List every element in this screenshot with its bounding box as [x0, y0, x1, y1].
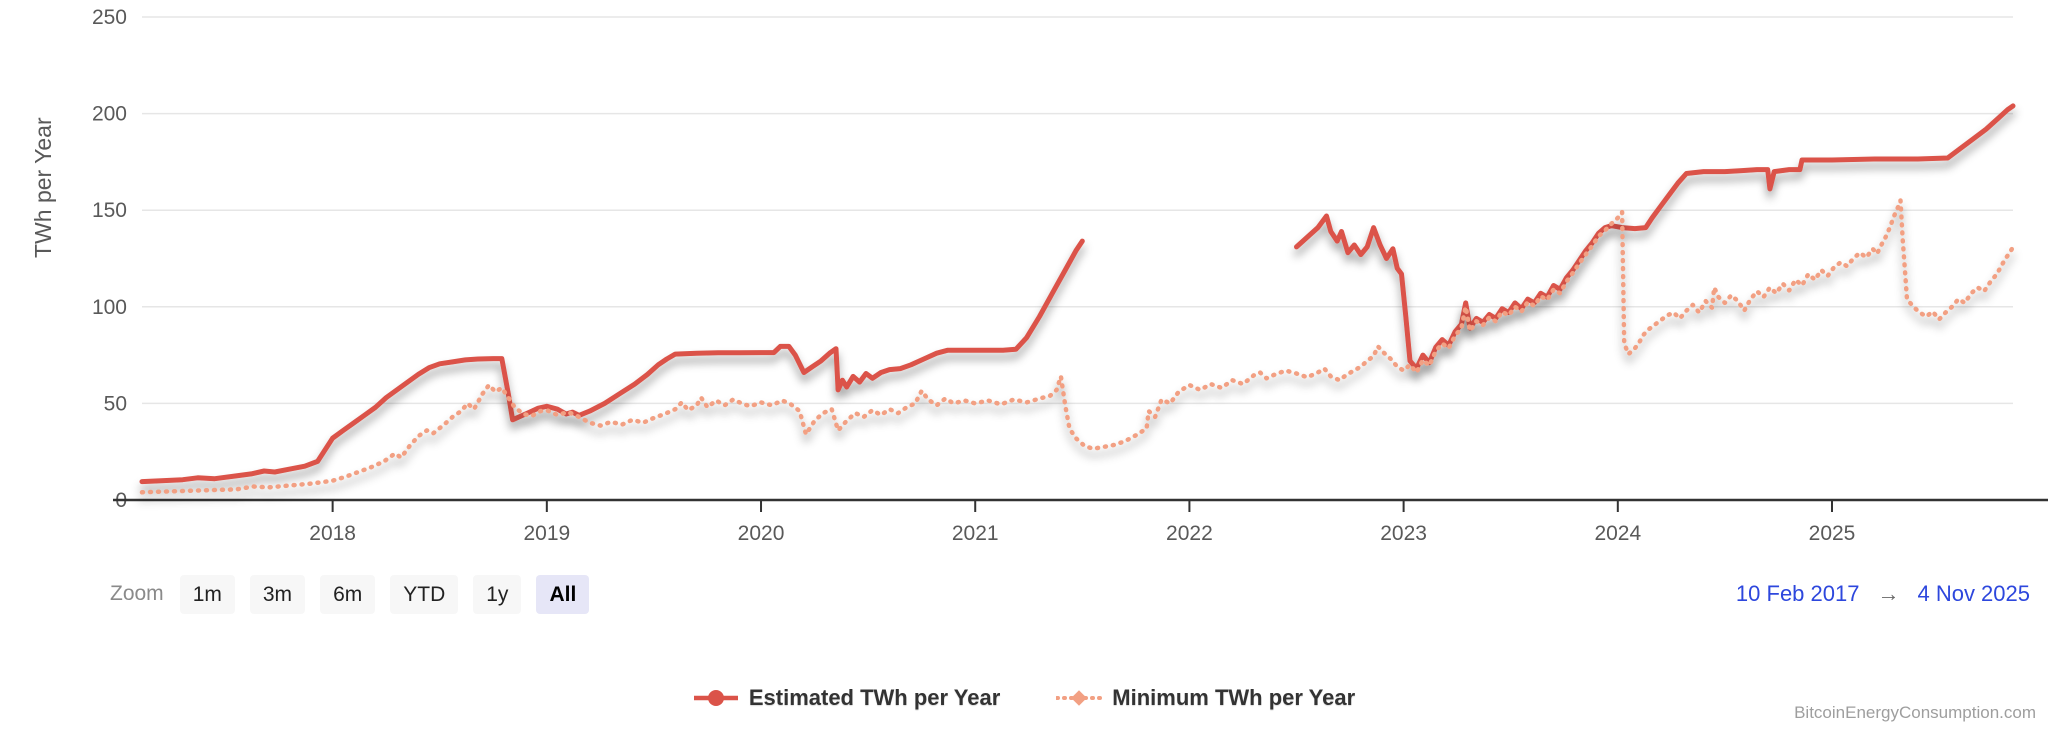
x-axis-tick-label: 2025 [1809, 522, 1856, 545]
y-axis-tick-label: 100 [92, 296, 127, 319]
zoom-button-1y[interactable]: 1y [473, 574, 522, 614]
legend-label: Minimum TWh per Year [1112, 685, 1356, 710]
x-axis-tick-label: 2020 [738, 522, 785, 545]
watermark: BitcoinEnergyConsumption.com [1794, 703, 2036, 722]
estimated-series-line [1294, 103, 2016, 372]
y-axis-tick-label: 250 [92, 6, 127, 29]
minimum-series-marker-icon [1056, 690, 1103, 706]
zoom-button-6m[interactable]: 6m [320, 574, 376, 614]
range-arrow-icon: → [1877, 581, 1900, 606]
legend-item-minimum[interactable]: Minimum TWh per Year [1056, 685, 1355, 711]
zoom-label: Zoom [110, 582, 164, 605]
minimum-series-line [139, 198, 2016, 495]
zoom-button-3m[interactable]: 3m [249, 574, 306, 614]
x-axis-tick-label: 2019 [523, 522, 570, 545]
zoom-button-ytd[interactable]: YTD [390, 574, 459, 614]
x-axis-tick-label: 2018 [309, 522, 356, 545]
estimated-series-line [139, 238, 1085, 485]
legend-label: Estimated TWh per Year [748, 685, 1001, 710]
zoom-button-all[interactable]: All [536, 574, 590, 614]
chart-canvas[interactable]: 0501001502002502018201920202021202220232… [0, 0, 2048, 560]
x-axis-tick-label: 2024 [1594, 522, 1641, 545]
legend-item-estimated[interactable]: Estimated TWh per Year [693, 685, 1000, 711]
zoom-button-1m[interactable]: 1m [179, 574, 235, 614]
chart-legend: Estimated TWh per Year Minimum TWh per Y… [0, 685, 2048, 711]
x-axis-tick-label: 2022 [1166, 522, 1213, 545]
x-axis-tick-label: 2021 [952, 522, 999, 545]
range-start-date[interactable]: 10 Feb 2017 [1735, 581, 1860, 606]
zoom-toolbar: Zoom 1m 3m 6m YTD 1y All 10 Feb 2017 → 4… [110, 571, 2038, 617]
range-end-date[interactable]: 4 Nov 2025 [1917, 581, 2030, 606]
y-axis-tick-label: 150 [92, 199, 127, 222]
estimated-series-marker-icon [693, 690, 738, 706]
y-axis-tick-label: 50 [104, 392, 127, 415]
y-axis-tick-label: 200 [92, 103, 127, 126]
date-range: 10 Feb 2017 → 4 Nov 2025 [1736, 581, 2038, 607]
x-axis-tick-label: 2023 [1380, 522, 1427, 545]
